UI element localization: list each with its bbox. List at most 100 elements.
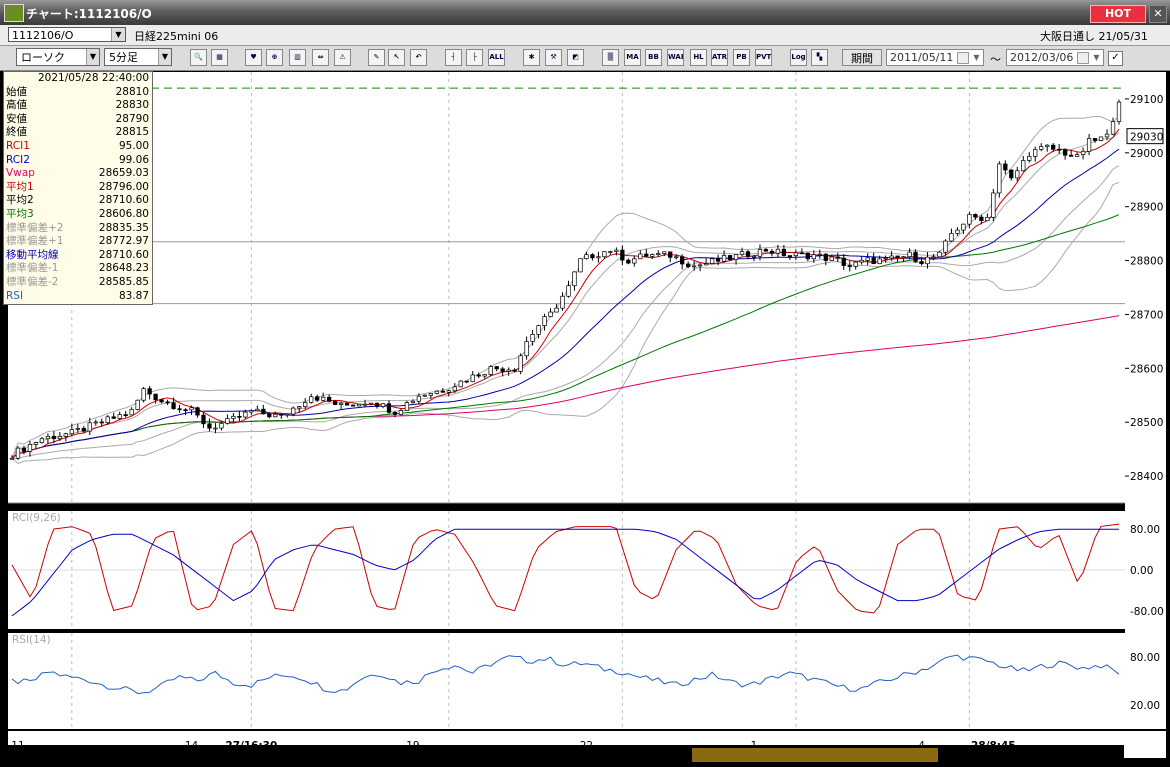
bb-button[interactable]: BB	[645, 49, 662, 66]
window-titlebar: チャート:1112106/O HOT ✕	[0, 0, 1170, 25]
grid-toggle-icon[interactable]: ▒	[602, 49, 619, 66]
grid-icon[interactable]: ▦	[211, 49, 228, 66]
chevron-down-icon[interactable]: ▼	[158, 49, 171, 65]
toolbar: ローソク ▼ 5分足 ▼ 🔍 ▦ ♥ ⊕ ▥ ⇔ ⚠ ✎ ↖ ↶ ┤ ├ ALL ✱ ⚒ ◩ ▒ MA BB WAE H…	[0, 46, 1170, 71]
candle	[33, 442, 39, 445]
disabled-icon[interactable]: ⚠	[334, 49, 351, 66]
symbol-value: 1112106/O	[12, 29, 74, 42]
info-label: 平均3	[6, 207, 34, 220]
scale-icon[interactable]: ⇔	[312, 49, 329, 66]
all-icon[interactable]: ALL	[488, 49, 505, 66]
date-from-value: 2011/05/11	[890, 51, 954, 64]
pb-button[interactable]: PB	[733, 49, 750, 66]
hl-button[interactable]: HL	[690, 49, 707, 66]
wae-button[interactable]: WAE	[667, 49, 684, 66]
info-row: RCI2 99.06	[4, 154, 152, 168]
candle	[901, 256, 906, 259]
rsi-tick-label: 20.00	[1130, 700, 1160, 712]
interval-select[interactable]: 5分足 ▼	[104, 48, 172, 66]
split-icon[interactable]: ▚	[811, 49, 828, 66]
cursor-icon[interactable]: ↖	[388, 49, 405, 66]
log-button[interactable]: Log	[790, 49, 807, 66]
candle	[1104, 133, 1110, 138]
heart-monitor-icon[interactable]: ♥	[245, 49, 262, 66]
window-title: チャート:1112106/O	[26, 7, 152, 21]
candle	[967, 214, 972, 225]
candle	[21, 447, 27, 452]
candle	[907, 251, 912, 258]
atr-button[interactable]: ATR	[711, 49, 728, 66]
candle	[476, 374, 481, 377]
candle	[135, 399, 140, 410]
chevron-down-icon[interactable]: ▼	[1093, 53, 1100, 62]
candle	[745, 251, 751, 258]
info-label: 標準偏差+1	[6, 235, 64, 248]
search-icon[interactable]: 🔍	[190, 49, 207, 66]
chevron-down-icon[interactable]: ▼	[973, 53, 980, 62]
rci-tick-label: 80.00	[1130, 524, 1160, 536]
rsi-title: RSI(14)	[12, 634, 51, 646]
palette-icon[interactable]: ◩	[567, 49, 584, 66]
candle	[715, 258, 721, 262]
date-from-input[interactable]: 2011/05/11 ▼	[886, 49, 984, 66]
candle	[1086, 138, 1092, 152]
candle	[81, 428, 86, 432]
candle	[249, 410, 254, 413]
ma-button[interactable]: MA	[624, 49, 641, 66]
chevron-down-icon[interactable]: ▼	[111, 28, 125, 41]
candle	[231, 415, 236, 419]
candle	[416, 395, 422, 402]
candle-left-icon[interactable]: ┤	[445, 49, 462, 66]
candle	[279, 413, 284, 416]
y-axis-background	[1125, 72, 1166, 729]
candle	[129, 409, 134, 416]
candle	[1057, 148, 1062, 151]
info-value: 83.87	[118, 289, 149, 302]
info-value: 28815	[115, 126, 149, 139]
rsi-line	[11, 654, 1120, 695]
candle	[686, 263, 691, 268]
candle	[620, 249, 625, 261]
bollinger-band	[11, 115, 1120, 459]
candle	[482, 374, 487, 377]
y-tick-label: 28600	[1130, 363, 1163, 375]
period-button[interactable]: 期間	[842, 49, 882, 66]
symbol-input[interactable]: 1112106/O ▼	[8, 27, 126, 42]
date-to-value: 2012/03/06	[1010, 51, 1074, 64]
info-value: 28606.80	[98, 207, 149, 220]
candle	[823, 253, 828, 261]
candle-right-icon[interactable]: ├	[466, 49, 483, 66]
info-label: Vwap	[6, 167, 35, 180]
chart-area[interactable]: 29100 29000 28900 28800 28700 28600 28500 28400…	[0, 71, 1170, 767]
zoom-icon[interactable]: ⊕	[266, 49, 283, 66]
symbol-bar: 1112106/O ▼ 日経225mini 06 大阪日通し 21/05/31	[0, 25, 1170, 46]
candle	[656, 253, 661, 255]
candle	[344, 402, 350, 406]
candle	[1098, 136, 1104, 141]
info-value: 28790	[115, 112, 149, 125]
candle	[763, 249, 769, 252]
pvt-button[interactable]: PVT	[755, 49, 772, 66]
candle	[332, 400, 338, 405]
chart-type-select[interactable]: ローソク ▼	[16, 48, 100, 66]
calendar-icon[interactable]	[957, 52, 969, 64]
chevron-down-icon[interactable]: ▼	[86, 49, 99, 65]
info-row: 平均1 28796.00	[4, 181, 152, 195]
candle	[177, 408, 182, 411]
candle	[542, 316, 547, 326]
info-label: 標準偏差-1	[6, 262, 59, 275]
date-to-input[interactable]: 2012/03/06 ▼	[1006, 49, 1104, 66]
calendar-icon[interactable]	[1077, 52, 1089, 64]
info-row: 安値 28790	[4, 113, 152, 127]
settings-icon[interactable]: ✱	[523, 49, 540, 66]
apply-checkbox[interactable]: ✓	[1108, 51, 1123, 66]
info-row: 平均2 28710.60	[4, 194, 152, 208]
undo-icon[interactable]: ↶	[410, 49, 427, 66]
hot-button[interactable]: HOT	[1090, 5, 1146, 23]
close-icon[interactable]: ✕	[1149, 5, 1167, 23]
y-tick-label: 28700	[1130, 309, 1163, 321]
wrench-icon[interactable]: ⚒	[545, 49, 562, 66]
pencil-icon[interactable]: ✎	[368, 49, 385, 66]
candle	[961, 223, 966, 231]
bar-chart-icon[interactable]: ▥	[289, 49, 306, 66]
